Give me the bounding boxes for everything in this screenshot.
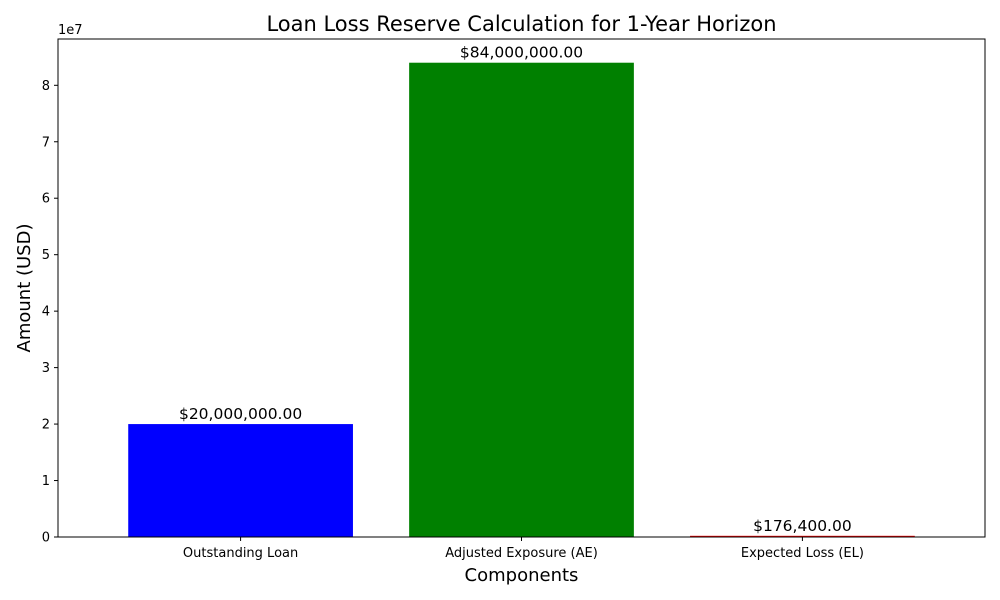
y-axis: 0 1 2 3 4 5 6 7 8 [42, 79, 58, 546]
y-tick-label: 0 [42, 531, 50, 546]
bar-value-label: $176,400.00 [753, 517, 852, 535]
y-tick-label: 5 [42, 248, 50, 263]
y-tick-label: 4 [42, 305, 50, 320]
y-tick-label: 7 [42, 135, 50, 150]
plot-frame [57, 38, 986, 538]
y-tick-label: 3 [42, 361, 50, 376]
y-tick-label: 8 [42, 79, 50, 94]
bar [409, 62, 634, 538]
bars-layer: $20,000,000.00 $84,000,000.00 $176,400.00 [128, 44, 915, 538]
x-tick-label: Outstanding Loan [183, 546, 298, 561]
y-axis-offset-label: 1e7 [58, 23, 83, 38]
x-tick-label: Expected Loss (EL) [741, 546, 864, 561]
y-axis-title: Amount (USD) [14, 224, 35, 353]
bar [690, 535, 915, 537]
bar-value-label: $84,000,000.00 [460, 44, 583, 62]
chart-title: Loan Loss Reserve Calculation for 1-Year… [266, 12, 776, 36]
x-axis: Outstanding Loan Adjusted Exposure (AE) Ex… [183, 537, 864, 561]
x-axis-title: Components [465, 565, 579, 586]
bar [128, 424, 353, 537]
bar-value-label: $20,000,000.00 [179, 405, 302, 423]
y-tick-label: 1 [42, 474, 50, 489]
x-tick-label: Adjusted Exposure (AE) [445, 546, 598, 561]
y-tick-label: 6 [42, 192, 50, 207]
y-tick-label: 2 [42, 418, 50, 433]
